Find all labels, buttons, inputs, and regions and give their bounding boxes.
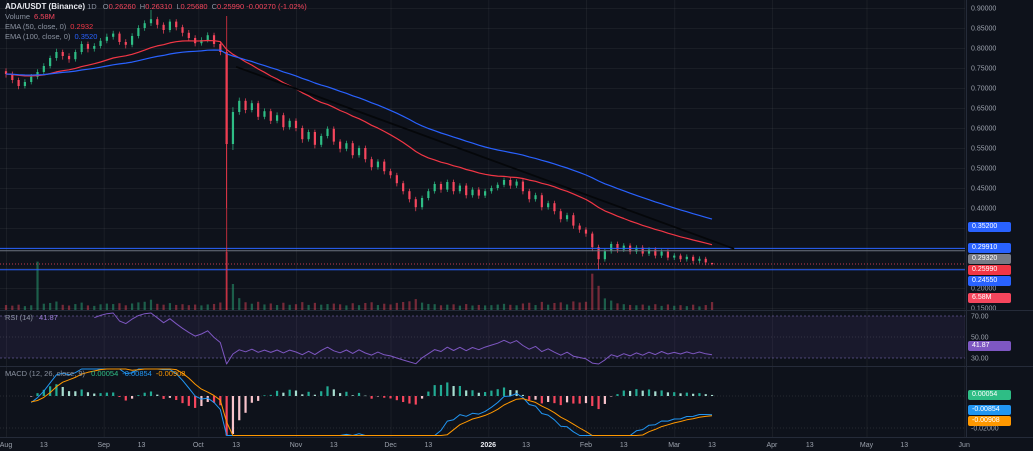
svg-text:Feb: Feb xyxy=(580,442,592,449)
symbol-title: ADA/USDT (Binance) xyxy=(5,2,86,11)
axis-badge: 41.87 xyxy=(968,340,1011,351)
indicator-label: EMA (50, close, 0) xyxy=(5,22,67,31)
svg-text:Nov: Nov xyxy=(290,442,303,449)
rsi-value: 41.87 xyxy=(39,313,58,322)
svg-text:0.85000: 0.85000 xyxy=(971,26,996,33)
rsi-label: RSI (14) xyxy=(5,313,33,322)
svg-text:Mar: Mar xyxy=(668,442,681,449)
svg-text:13: 13 xyxy=(40,442,48,449)
ohlc-value: 0.26310 xyxy=(145,2,173,11)
indicator-label: Volume xyxy=(5,12,31,21)
indicator-ema50[interactable]: EMA (50, close, 0) 0.2932 xyxy=(5,22,307,32)
svg-text:Oct: Oct xyxy=(193,442,204,449)
ohlc-key: L xyxy=(176,2,181,11)
svg-text:-0.02000: -0.02000 xyxy=(971,426,999,433)
axis-badge: 0.35200 xyxy=(968,222,1011,233)
svg-text:Sep: Sep xyxy=(97,442,110,449)
rsi-legend[interactable]: RSI (14) 41.87 xyxy=(5,313,58,323)
indicator-value: 0.3520 xyxy=(74,32,98,41)
axis-badge: 0.24550 xyxy=(968,276,1011,287)
svg-text:0.75000: 0.75000 xyxy=(971,66,996,73)
svg-text:0.65000: 0.65000 xyxy=(971,106,996,113)
axis-badge: 6.58M xyxy=(968,293,1011,304)
time-axis[interactable] xyxy=(0,437,1033,451)
axis-badge: 0.00054 xyxy=(968,390,1011,401)
indicator-ema100[interactable]: EMA (100, close, 0) 0.3520 xyxy=(5,32,307,42)
svg-text:0.50000: 0.50000 xyxy=(971,166,996,173)
main-legend: ADA/USDT (Binance) 1D O0.26260 H0.26310 L0… xyxy=(5,2,307,42)
svg-text:May: May xyxy=(860,442,874,449)
svg-text:0.80000: 0.80000 xyxy=(971,46,996,53)
ohlc-key: H xyxy=(139,2,146,11)
price-axis[interactable]: 0.35200 0.29910 0.29320 0.25990 0.24550 6.58M… xyxy=(966,0,1033,437)
ohlc-key: O xyxy=(102,2,109,11)
svg-text:0.15000: 0.15000 xyxy=(971,306,996,313)
indicator-legend-rows: Volume 6.58M EMA (50, close, 0) 0.2932 EMA (… xyxy=(5,12,307,42)
indicator-value: 6.58M xyxy=(34,12,55,21)
svg-text:50.00: 50.00 xyxy=(971,335,989,342)
svg-text:13: 13 xyxy=(708,442,716,449)
ohlc-key: C xyxy=(211,2,218,11)
ohlc-value: 0.25680 xyxy=(180,2,208,11)
ohlc-value: 0.25990 xyxy=(217,2,245,11)
svg-text:70.00: 70.00 xyxy=(971,314,989,321)
timeframe-label: 1D xyxy=(87,2,97,11)
svg-text:2026: 2026 xyxy=(480,442,496,449)
svg-text:0.90000: 0.90000 xyxy=(971,6,996,13)
svg-text:0.55000: 0.55000 xyxy=(971,146,996,153)
svg-text:0.70000: 0.70000 xyxy=(971,86,996,93)
svg-text:13: 13 xyxy=(522,442,530,449)
indicator-value: 0.2932 xyxy=(70,22,94,31)
change-value: -0.00270 (-1.02%) xyxy=(246,2,307,11)
macd-legend[interactable]: MACD (12, 26, close, 9) 0.00054 -0.00854-… xyxy=(5,369,185,379)
svg-text:30.00: 30.00 xyxy=(971,356,989,363)
macd-value: -0.00854 xyxy=(122,369,152,378)
macd-values: 0.00054 -0.00854 -0.00908 xyxy=(87,369,185,378)
svg-text:0.45000: 0.45000 xyxy=(971,186,996,193)
svg-text:Aug: Aug xyxy=(0,442,12,449)
svg-text:0.60000: 0.60000 xyxy=(971,126,996,133)
svg-text:13: 13 xyxy=(232,442,240,449)
svg-text:13: 13 xyxy=(620,442,628,449)
axis-badge: -0.00854 xyxy=(968,404,1011,415)
svg-text:Dec: Dec xyxy=(384,442,397,449)
ohlc-values: O0.26260 H0.26310 L0.25680 C0.25990 xyxy=(99,2,244,11)
macd-value: -0.00908 xyxy=(155,369,186,378)
svg-text:13: 13 xyxy=(138,442,146,449)
svg-text:0.20000: 0.20000 xyxy=(971,286,996,293)
ohlc-value: 0.26260 xyxy=(108,2,136,11)
symbol-legend-row[interactable]: ADA/USDT (Binance) 1D O0.26260 H0.26310 L0… xyxy=(5,2,307,12)
svg-text:13: 13 xyxy=(330,442,338,449)
macd-value: 0.00054 xyxy=(91,369,119,378)
svg-text:Jun: Jun xyxy=(959,442,970,449)
svg-text:13: 13 xyxy=(900,442,908,449)
svg-text:0.40000: 0.40000 xyxy=(971,206,996,213)
indicator-volume[interactable]: Volume 6.58M xyxy=(5,12,307,22)
svg-text:13: 13 xyxy=(806,442,814,449)
indicator-label: EMA (100, close, 0) xyxy=(5,32,71,41)
axis-badge: 0.25990 xyxy=(968,265,1011,276)
macd-label: MACD (12, 26, close, 9) xyxy=(5,369,86,378)
axis-badge: 0.29320 xyxy=(968,254,1011,265)
svg-text:13: 13 xyxy=(424,442,432,449)
axis-badge: 0.29910 xyxy=(968,243,1011,254)
svg-text:Apr: Apr xyxy=(766,442,778,449)
axis-badge: -0.00908 xyxy=(968,415,1011,426)
